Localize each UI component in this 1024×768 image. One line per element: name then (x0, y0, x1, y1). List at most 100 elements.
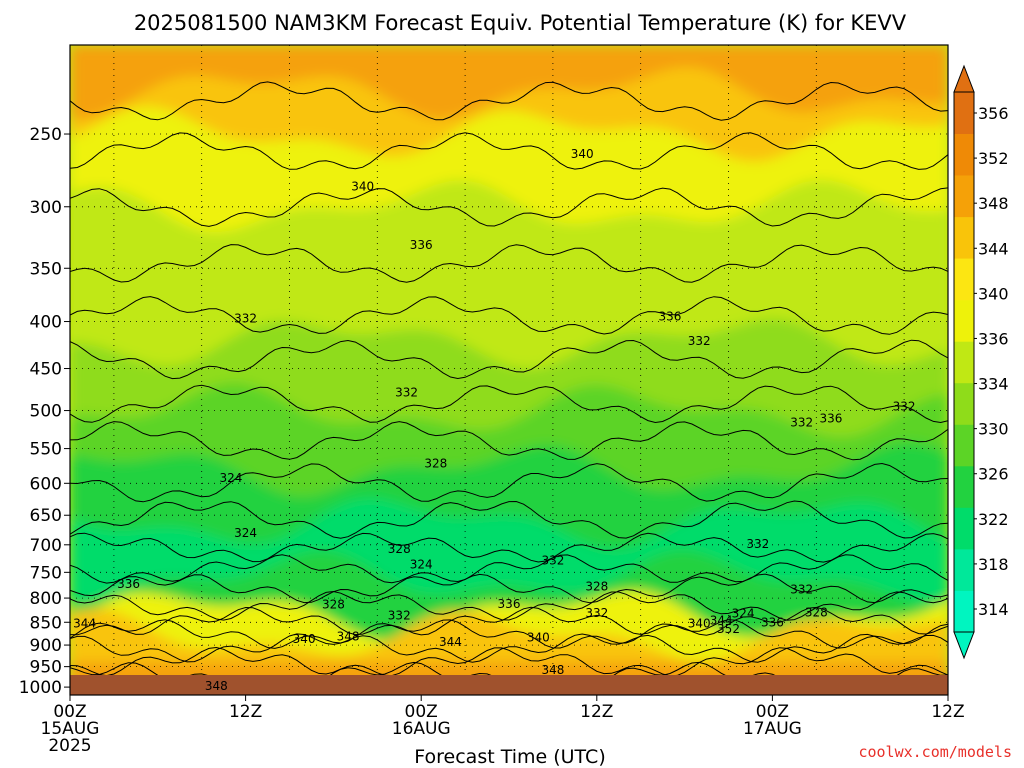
time-tick-label: 15AUG (41, 719, 100, 739)
contour-value-label: 332 (395, 386, 418, 400)
pressure-tick-label: 850 (30, 613, 62, 633)
colorbar-swatch (954, 341, 974, 384)
contour-value-label: 332 (388, 609, 411, 623)
colorbar-label: 314 (978, 600, 1009, 619)
contour-value-label: 332 (790, 415, 813, 429)
contour-value-label: 340 (351, 179, 374, 193)
colorbar-swatch (954, 133, 974, 176)
colorbar-swatch (954, 465, 974, 508)
contour-value-label: 340 (688, 617, 711, 631)
colorbar-swatch (954, 590, 974, 633)
contour-value-label: 332 (541, 553, 564, 567)
contour-value-label: 336 (498, 597, 521, 611)
pressure-axis: 250 300 350 400 450 500 550 600 650 700 750 800 850 9… (19, 125, 70, 698)
contour-value-label: 332 (688, 334, 711, 348)
contour-value-label: 324 (220, 471, 243, 485)
contour-value-label: 328 (805, 605, 828, 619)
time-tick-label: 12Z (229, 702, 262, 722)
contour-value-label: 336 (117, 577, 140, 591)
color-bands (70, 45, 948, 695)
pressure-tick-label: 750 (30, 563, 62, 583)
contour-value-label: 328 (322, 598, 345, 612)
colorbar-label: 326 (978, 465, 1009, 484)
contour-value-label: 348 (337, 630, 360, 644)
pressure-tick-label: 1000 (19, 678, 62, 698)
pressure-tick-label: 250 (30, 125, 62, 145)
x-axis-title: Forecast Time (UTC) (414, 746, 605, 768)
contour-line (70, 573, 948, 604)
colorbar-label: 322 (978, 510, 1009, 529)
contour-line (70, 590, 948, 621)
contour-line (70, 619, 948, 649)
contour-value-label: 344 (710, 613, 733, 627)
colorbar-swatch (954, 258, 974, 301)
colorbar-label: 334 (978, 375, 1009, 394)
contour-value-label: 328 (585, 579, 608, 593)
colorbar-label: 356 (978, 104, 1009, 123)
time-tick-label: 00Z (756, 702, 789, 722)
grid-lines (70, 45, 948, 695)
colorbar-label: 318 (978, 555, 1009, 574)
credit-text: coolwx.com/models (858, 743, 1012, 761)
contour-line (70, 633, 948, 663)
contour-value-label: 348 (541, 663, 564, 677)
colorbar-swatch (954, 548, 974, 591)
time-tick-label: 00Z (405, 702, 438, 722)
time-tick-label: 17AUG (743, 719, 802, 739)
colorbar-label: 336 (978, 329, 1009, 348)
colorbar-swatch (954, 507, 974, 550)
contour-line (70, 532, 948, 563)
contour-value-label: 332 (234, 312, 257, 326)
pressure-tick-label: 550 (30, 440, 62, 460)
colorbar-lower-extension (953, 631, 975, 660)
colorbar-upper-extension (953, 64, 975, 93)
colorbar-label: 340 (978, 284, 1009, 303)
contour-value-label: 352 (717, 622, 740, 636)
pressure-tick-label: 300 (30, 198, 62, 218)
contour-line (70, 296, 948, 335)
contour-line (70, 646, 948, 677)
contour-line (70, 339, 948, 380)
plot-frame (69, 44, 949, 696)
contour-value-label: 324 (732, 607, 755, 621)
chart-title: 2025081500 NAM3KM Forecast Equiv. Potent… (134, 11, 907, 35)
contour-value-label: 336 (819, 411, 842, 425)
contour-value-label: 332 (893, 400, 916, 414)
colorbar-frame (953, 91, 975, 633)
pressure-tick-label: 700 (30, 536, 62, 556)
pressure-tick-label: 800 (30, 589, 62, 609)
time-tick-label: 12Z (580, 702, 613, 722)
contour-value-label: 332 (746, 537, 769, 551)
pressure-tick-label: 450 (30, 360, 62, 380)
colorbar-label: 348 (978, 194, 1009, 213)
contour-line (70, 500, 948, 539)
colorbar-label: 344 (978, 239, 1009, 258)
contour-value-label: 344 (439, 635, 462, 649)
colorbar-swatch (954, 175, 974, 218)
contour-value-label: 336 (761, 616, 784, 630)
contour-line (70, 81, 948, 121)
contour-line (70, 462, 948, 503)
contour-value-label: 340 (527, 630, 550, 644)
contour-value-label: 336 (410, 238, 433, 252)
plot-area (70, 45, 948, 695)
contour-line (70, 132, 948, 170)
pressure-tick-label: 600 (30, 474, 62, 494)
pressure-tick-label: 900 (30, 636, 62, 656)
contour-line (70, 606, 948, 636)
colorbar-label: 330 (978, 420, 1009, 439)
contour-value-label: 332 (790, 583, 813, 597)
pressure-tick-label: 350 (30, 259, 62, 279)
time-tick-label: 16AUG (392, 719, 451, 739)
contour-value-label: 324 (410, 557, 433, 571)
pressure-tick-label: 500 (30, 402, 62, 422)
contour-value-label: 336 (659, 310, 682, 324)
colorbar-swatch (954, 92, 974, 134)
colorbar-swatch (954, 424, 974, 467)
contour-line (70, 244, 948, 283)
pressure-tick-label: 650 (30, 506, 62, 526)
colorbar: 314 318 322 326 330 334 336 340 344 348 352 356 (953, 64, 1009, 660)
